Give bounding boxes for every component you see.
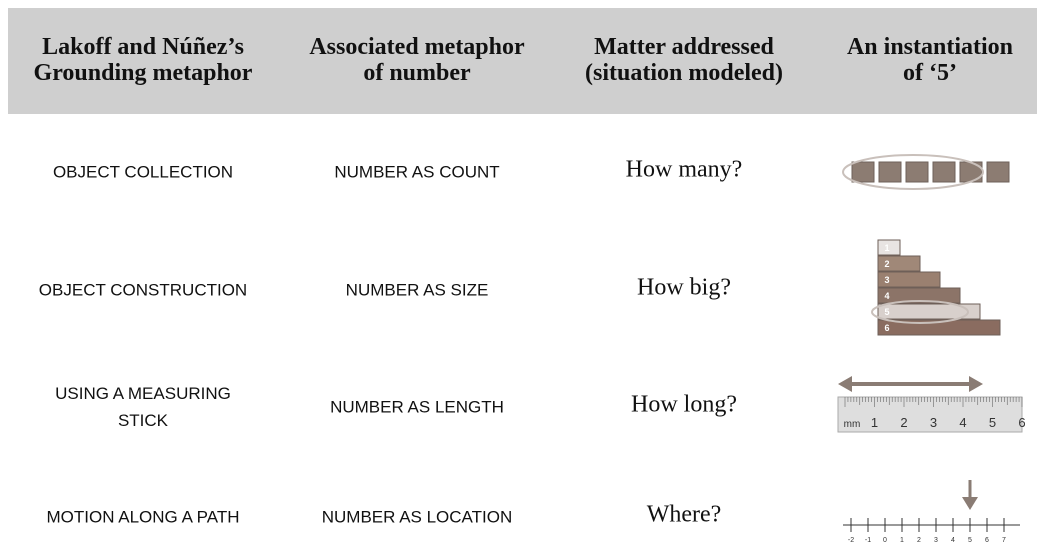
ruler-label: 2 <box>900 415 907 430</box>
header-band <box>8 8 1037 114</box>
stair-label: 1 <box>884 243 889 253</box>
grouping-ellipse <box>871 300 969 324</box>
ruler <box>837 396 1023 433</box>
number-label: -1 <box>865 537 871 544</box>
question-text: How many? <box>625 156 743 183</box>
cube <box>932 161 956 183</box>
ruler-label: 4 <box>959 415 966 430</box>
question-text: Where? <box>646 501 722 528</box>
grounding-line: STICK <box>117 411 169 430</box>
ruler-label: 5 <box>989 415 996 430</box>
number-label: 3 <box>934 537 938 544</box>
header-cell: Associated metaphor of number <box>309 34 524 86</box>
question-cell: Where? <box>647 502 722 529</box>
question-text: How big? <box>637 274 731 301</box>
number-label: 4 <box>951 537 955 544</box>
header-cell: Lakoff and Núñez’s Grounding metaphor <box>34 34 253 86</box>
metaphor-cell: NUMBER AS LOCATION <box>322 504 513 531</box>
question-text: How long? <box>631 391 737 418</box>
question-cell: How big? <box>637 275 731 302</box>
question-cell: How many? <box>626 157 743 184</box>
stair-bar <box>877 239 901 256</box>
header-line: (situation modeled) <box>585 60 783 86</box>
ruler-label: mm <box>844 419 861 430</box>
stair-label: 3 <box>884 275 889 285</box>
stair-label: 4 <box>884 291 889 301</box>
grouping-ellipse <box>842 154 984 190</box>
header-line: of ‘5’ <box>903 60 957 86</box>
cube <box>878 161 902 183</box>
stair-bar <box>877 255 921 272</box>
metaphor-text: NUMBER AS LENGTH <box>330 397 504 417</box>
grounding-line: USING A MEASURING <box>55 384 231 403</box>
cube <box>851 161 875 183</box>
number-label: 5 <box>968 537 972 544</box>
number-label: 6 <box>985 537 989 544</box>
metaphor-cell: NUMBER AS LENGTH <box>330 394 504 421</box>
header-line: An instantiation <box>846 34 1014 60</box>
header-cell: An instantiation of ‘5’ <box>847 34 1013 86</box>
grounding-cell: OBJECT COLLECTION <box>53 159 233 186</box>
stair-label: 2 <box>884 259 889 269</box>
number-label: 7 <box>1002 537 1006 544</box>
number-label: 1 <box>900 537 904 544</box>
cube <box>986 161 1010 183</box>
ruler-label: 6 <box>1018 415 1025 430</box>
metaphor-text: NUMBER AS COUNT <box>334 162 500 182</box>
stair-bar <box>877 271 941 288</box>
metaphor-cell: NUMBER AS SIZE <box>346 277 489 304</box>
header-line: Matter addressed <box>594 34 774 60</box>
metaphor-cell: NUMBER AS COUNT <box>334 159 499 186</box>
arrow-head <box>969 376 983 392</box>
number-label: -2 <box>848 537 854 544</box>
question-cell: How long? <box>631 392 737 419</box>
arrow-head <box>838 376 852 392</box>
grounding-line: OBJECT CONSTRUCTION <box>38 280 248 300</box>
number-label: 2 <box>917 537 921 544</box>
ruler-label: 3 <box>930 415 937 430</box>
header-line: Grounding metaphor <box>33 60 253 86</box>
header-line: Lakoff and Núñez’s <box>42 34 244 60</box>
stair-bar <box>877 287 961 304</box>
arrow-head <box>962 497 978 510</box>
stair-bar <box>877 303 981 320</box>
stair-label: 6 <box>884 323 889 333</box>
grounding-cell: OBJECT CONSTRUCTION <box>39 277 247 304</box>
grounding-line: OBJECT COLLECTION <box>52 162 234 182</box>
ruler-label: 1 <box>871 415 878 430</box>
number-label: 0 <box>883 537 887 544</box>
metaphor-text: NUMBER AS SIZE <box>345 280 489 300</box>
cube <box>905 161 929 183</box>
grounding-cell: MOTION ALONG A PATH <box>46 504 239 531</box>
header-cell: Matter addressed (situation modeled) <box>585 34 783 86</box>
grounding-line: MOTION ALONG A PATH <box>46 507 240 527</box>
stair-bar <box>877 319 1001 336</box>
header-line: of number <box>363 60 471 86</box>
stair-label: 5 <box>884 307 889 317</box>
metaphor-text: NUMBER AS LOCATION <box>321 507 513 527</box>
header-line: Associated metaphor <box>309 34 525 60</box>
grounding-cell: USING A MEASURING STICK <box>55 380 231 434</box>
